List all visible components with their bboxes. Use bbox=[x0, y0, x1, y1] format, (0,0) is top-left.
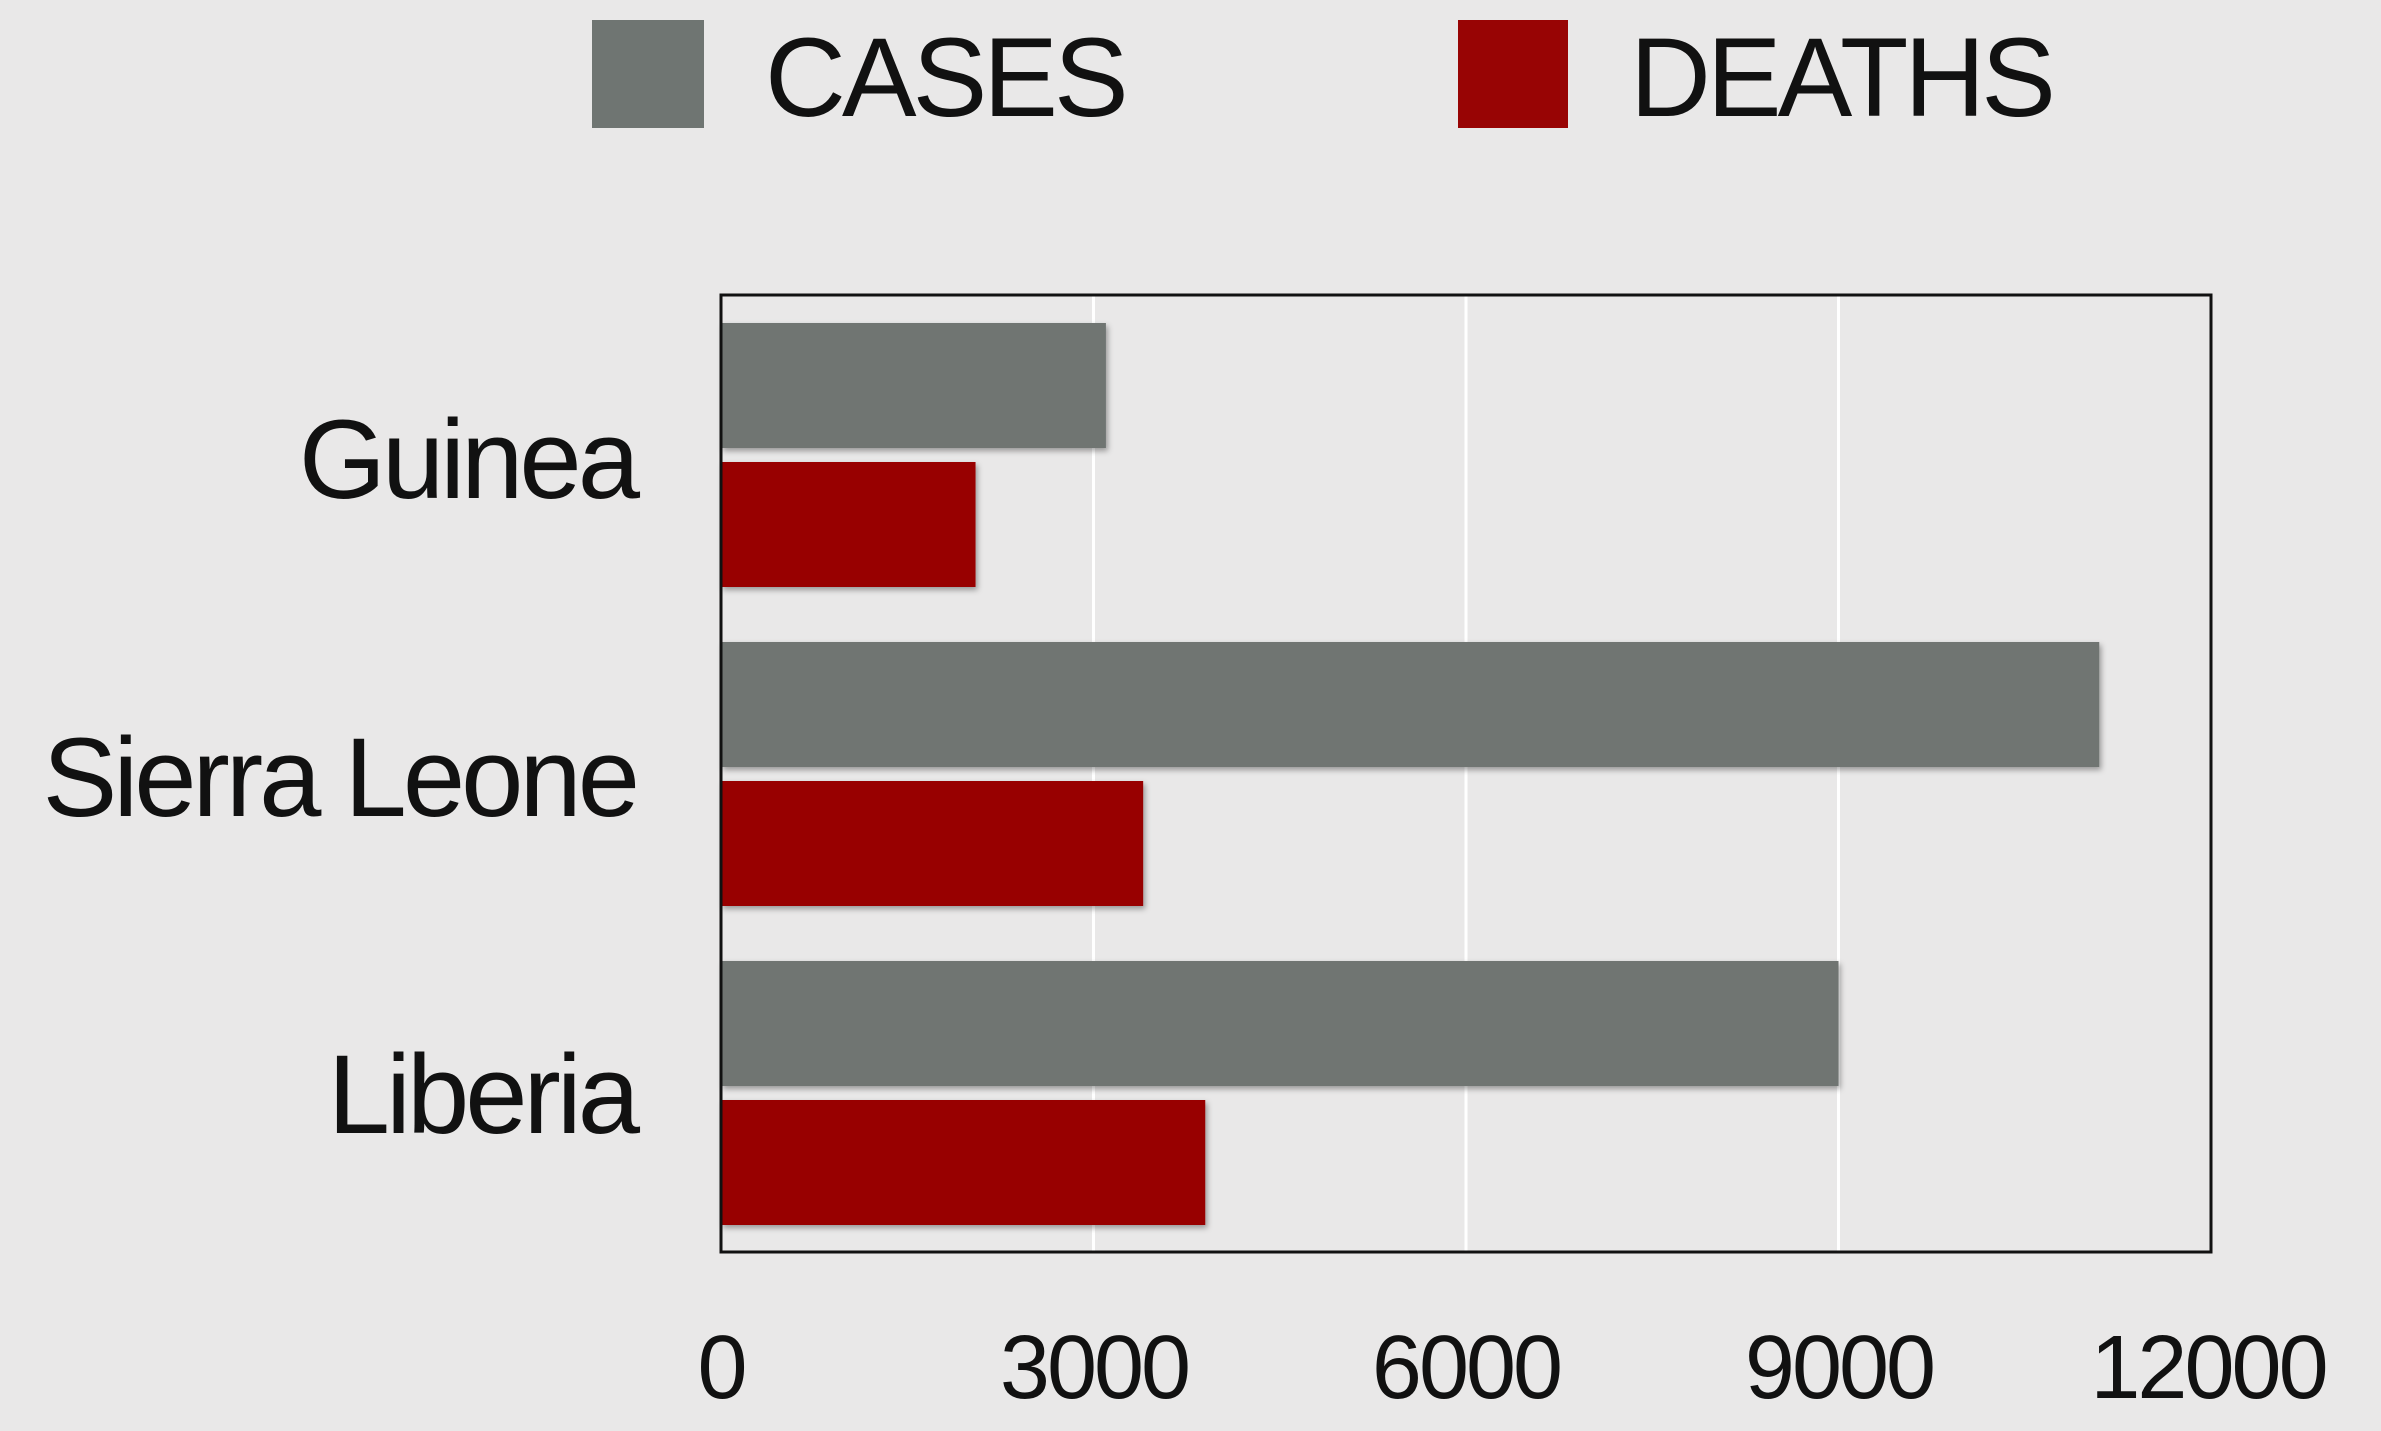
legend: CASES DEATHS bbox=[592, 15, 2056, 140]
x-tick-label-9000: 9000 bbox=[1745, 1318, 1933, 1418]
x-tick-label-12000: 12000 bbox=[2090, 1318, 2325, 1418]
bar-cases-sierra-leone bbox=[721, 642, 2100, 767]
x-tick-label-0: 0 bbox=[697, 1318, 744, 1418]
legend-swatch-deaths bbox=[1458, 20, 1568, 128]
category-labels: Guinea Sierra Leone Liberia bbox=[43, 397, 645, 1157]
bar-cases-guinea bbox=[721, 323, 1106, 448]
plot-frame bbox=[719, 293, 2213, 1254]
plot-area bbox=[719, 293, 2213, 1254]
x-tick-label-3000: 3000 bbox=[1000, 1318, 1188, 1418]
x-tick-label-6000: 6000 bbox=[1372, 1318, 1560, 1418]
legend-label-cases: CASES bbox=[765, 15, 1125, 140]
legend-swatch-cases bbox=[592, 20, 704, 128]
bar-deaths-guinea bbox=[721, 462, 976, 587]
gridlines bbox=[1092, 295, 1840, 1252]
x-axis-tick-labels: 0 3000 6000 9000 12000 bbox=[697, 1318, 2328, 1418]
category-label-sierra-leone: Sierra Leone bbox=[43, 715, 636, 840]
bar-deaths-sierra-leone bbox=[721, 781, 1144, 906]
category-label-guinea: Guinea bbox=[299, 397, 641, 522]
bars bbox=[721, 323, 2100, 1225]
legend-label-deaths: DEATHS bbox=[1630, 15, 2052, 140]
bar-deaths-liberia bbox=[721, 1100, 1206, 1225]
bar-cases-liberia bbox=[721, 961, 1839, 1086]
category-label-liberia: Liberia bbox=[328, 1032, 641, 1157]
